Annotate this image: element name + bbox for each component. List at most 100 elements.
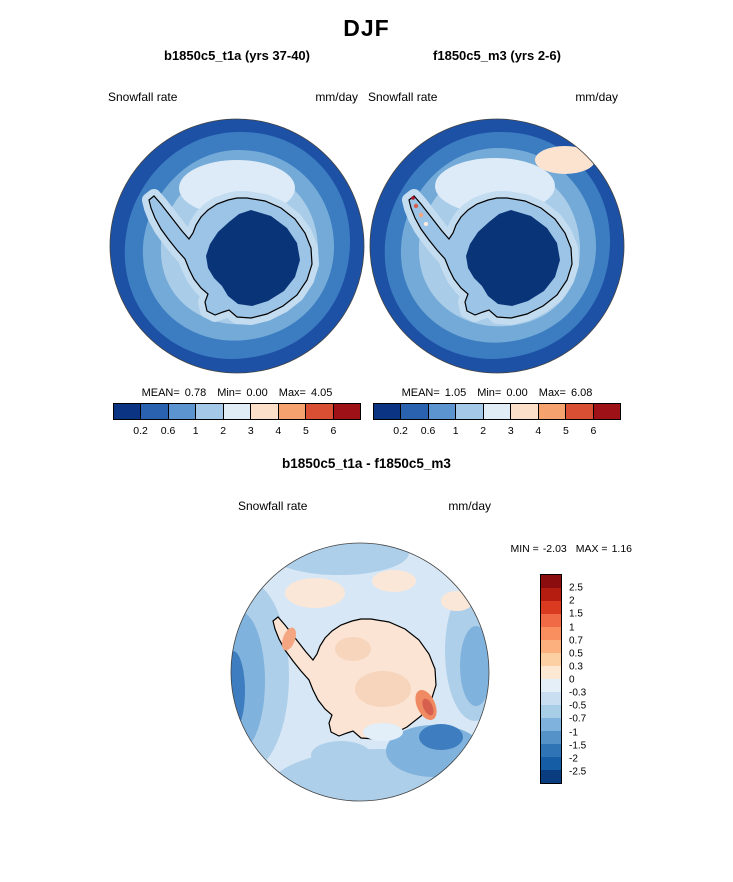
colorbar-segment — [427, 404, 456, 419]
colorbar-ticks: 2.5 2 1.5 1 0.7 0.5 0.3 0 -0.3 -0.5 -0.7 -1 -1.5 -2 -2… — [569, 575, 609, 785]
colorbar-segment — [565, 404, 593, 419]
units-label: mm/day — [448, 499, 491, 513]
min-label: MIN = — [510, 543, 539, 555]
colorbar-segment — [592, 404, 620, 419]
colorbar-bar — [540, 574, 562, 784]
peninsula-max-speck — [413, 203, 419, 209]
max-value: 1.16 — [611, 543, 632, 555]
colorbar-tick-label: 3 — [247, 425, 254, 437]
positive-interior-patch — [335, 637, 371, 661]
colorbar-segment — [374, 404, 401, 419]
colorbar-segment — [541, 666, 561, 679]
colorbar-tick-label: 5 — [562, 425, 569, 437]
difference-map-svg — [230, 542, 490, 802]
min-value: 0.00 — [506, 387, 528, 399]
colorbar-segment — [541, 601, 561, 614]
colorbar-tick-label: 0.2 — [393, 425, 408, 437]
colorbar-segment — [140, 404, 168, 419]
colorbar-segment — [541, 744, 561, 757]
min-value: -2.03 — [542, 543, 567, 555]
colorbar-segment — [167, 404, 196, 419]
weak-negative-interior-patch — [363, 723, 403, 741]
continent-group — [272, 616, 437, 741]
colorbar-tick-label: 0 — [569, 674, 575, 686]
warm-ocean-patch — [535, 146, 595, 174]
antarctica-map-right — [369, 118, 625, 374]
min-value: 0.00 — [246, 387, 268, 399]
colorbar-right: 0.2 0.6 1 2 3 4 5 6 — [373, 403, 621, 439]
colorbar-tick-label: 4 — [275, 425, 282, 437]
colorbar-segment — [195, 404, 223, 419]
snowfall-map-svg — [109, 118, 365, 374]
antarctica-map-left — [109, 118, 365, 374]
colorbar-segment — [541, 588, 561, 601]
colorbar-segment — [332, 404, 360, 419]
panel-b1850c5-t1a: b1850c5_t1a (yrs 37-40) Snowfall rate mm… — [108, 48, 366, 439]
colorbar-segment — [541, 679, 561, 692]
colorbar-segment — [222, 404, 251, 419]
colorbar-tick-label: -2 — [569, 753, 578, 765]
colorbar-segment — [305, 404, 333, 419]
variable-label: Snowfall rate — [108, 90, 178, 104]
colorbar-segment — [541, 653, 561, 666]
colorbar-tick-label: 0.3 — [569, 661, 583, 673]
stronger-negative-patch — [460, 626, 489, 706]
colorbar-segment — [541, 640, 561, 653]
colorbar-segment — [250, 404, 278, 419]
colorbar-tick-label: 3 — [507, 425, 514, 437]
difference-colorbar: 2.5 2 1.5 1 0.7 0.5 0.3 0 -0.3 -0.5 -0.7 -1 -1.5 -2 -2… — [540, 574, 586, 784]
colorbar-tick-label: -2.5 — [569, 766, 587, 778]
units-label: mm/day — [575, 90, 618, 104]
colorbar-segment — [277, 404, 306, 419]
mean-value: 0.78 — [184, 387, 207, 399]
colorbar-segment — [541, 718, 561, 731]
axis-label-row: Snowfall rate mm/day — [368, 90, 626, 105]
page-title: DJF — [343, 15, 390, 41]
colorbar-left: 0.2 0.6 1 2 3 4 5 6 — [113, 403, 361, 439]
colorbar-tick-label: 1.5 — [569, 608, 583, 620]
colorbar-segment — [482, 404, 511, 419]
colorbar-tick-label: 6 — [590, 425, 597, 437]
colorbar-tick-label: 2 — [480, 425, 487, 437]
colorbar-segment — [510, 404, 538, 419]
max-label: Max= — [278, 387, 306, 399]
panel-title: b1850c5_t1a (yrs 37-40) — [164, 48, 310, 63]
colorbar-bar — [373, 403, 621, 420]
colorbar-bar — [113, 403, 361, 420]
colorbar-tick-label: 1 — [192, 425, 199, 437]
map-boundary-circle — [369, 118, 625, 374]
colorbar-tick-label: -1.5 — [569, 740, 587, 752]
colorbar-segment — [541, 614, 561, 627]
stats-line: MEAN= 0.78 Min= 0.00 Max= 4.05 — [108, 387, 366, 399]
panel-f1850c5-m3: f1850c5_m3 (yrs 2-6) Snowfall rate mm/da… — [368, 48, 626, 439]
colorbar-tick-label: -0.7 — [569, 713, 587, 725]
colorbar-tick-label: -1 — [569, 727, 578, 738]
colorbar-segment — [541, 770, 561, 783]
colorbar-tick-label: 0.6 — [420, 425, 436, 437]
colorbar-tick-label: 2 — [569, 595, 575, 607]
colorbar-segment — [541, 705, 561, 718]
colorbar-tick-label: 0.7 — [569, 635, 583, 647]
peninsula-positive-patch — [282, 627, 296, 651]
colorbar-segment — [541, 731, 561, 744]
colorbar-segment — [541, 575, 561, 588]
colorbar-segment — [537, 404, 566, 419]
minmax-line: MIN = -2.03 MAX = 1.16 — [511, 543, 632, 555]
colorbar-tick-label: 1 — [452, 425, 459, 437]
units-label: mm/day — [315, 90, 358, 104]
panel-title: f1850c5_m3 (yrs 2-6) — [433, 48, 561, 63]
colorbar-tick-label: 0.5 — [569, 648, 583, 660]
colorbar-segment — [455, 404, 483, 419]
antarctica-difference-map — [229, 541, 491, 803]
mean-value: 1.05 — [444, 387, 467, 399]
snowfall-map-svg — [369, 118, 625, 374]
variable-label: Snowfall rate — [238, 499, 308, 513]
difference-panel-title: b1850c5_t1a - f1850c5_m3 — [282, 456, 451, 471]
colorbar-segment — [541, 692, 561, 705]
axis-label-row: Snowfall rate mm/day — [108, 90, 366, 105]
strongest-negative-patch — [419, 724, 463, 750]
colorbar-tick-label: -0.3 — [569, 687, 587, 699]
map-boundary-circle — [230, 542, 490, 802]
positive-ocean-patch — [285, 578, 345, 608]
colorbar-tick-label: 6 — [330, 425, 337, 437]
